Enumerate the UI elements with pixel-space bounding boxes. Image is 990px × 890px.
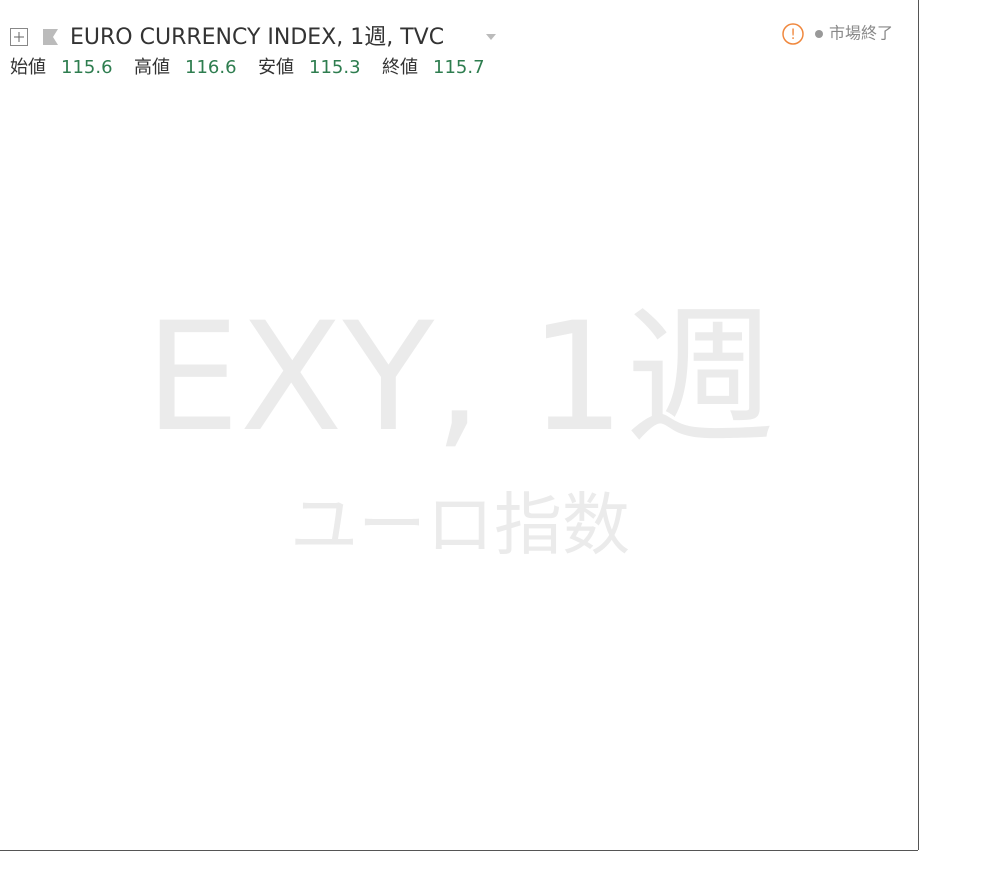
ohlc-value: 115.7 xyxy=(433,57,485,78)
ohlc-label: 始値 xyxy=(10,57,46,78)
watermark: EXY, 1週 xyxy=(145,291,775,465)
flag-icon xyxy=(43,29,58,45)
ohlc-value: 115.3 xyxy=(309,57,361,78)
dropdown-arrow[interactable] xyxy=(486,34,496,40)
ohlc-label: 終値 xyxy=(382,57,418,78)
ohlc-label: 安値 xyxy=(258,57,294,78)
status-icon-mark: ! xyxy=(790,27,796,43)
market-status: 市場終了 xyxy=(829,24,893,43)
background-layer: EXY, 1週 ユーロ指数 xyxy=(145,291,775,566)
ohlc-label: 高値 xyxy=(134,57,170,78)
watermark-subtitle: ユーロ指数 xyxy=(290,487,630,566)
ohlc-value: 115.6 xyxy=(61,57,113,78)
status-dot xyxy=(815,30,823,38)
status-icon[interactable] xyxy=(782,23,804,45)
symbol-title[interactable]: EURO CURRENCY INDEX, 1週, TVC xyxy=(70,25,444,50)
header: EURO CURRENCY INDEX, 1週, TVC 始値 115.6 高値… xyxy=(10,23,893,78)
ohlc-value: 116.6 xyxy=(185,57,237,78)
